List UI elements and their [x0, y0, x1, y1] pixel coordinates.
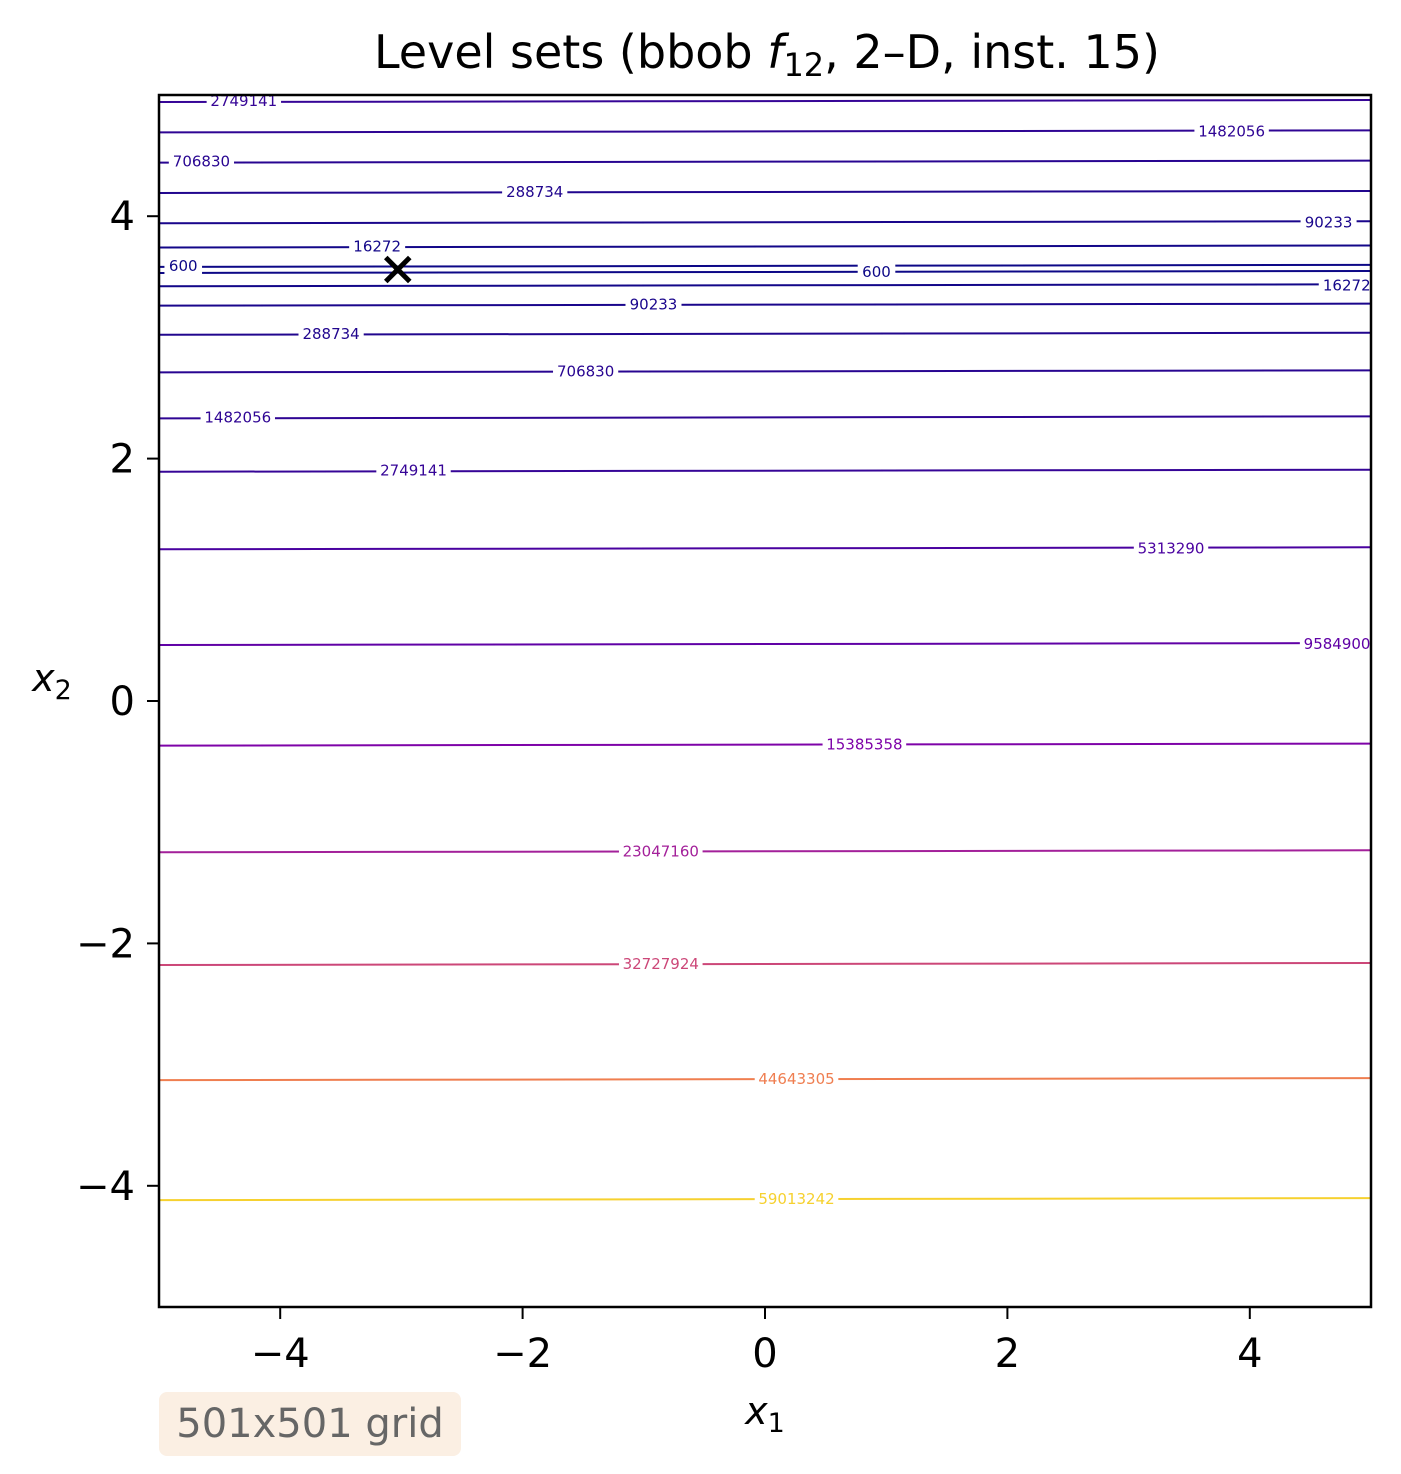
grid-size-badge: 501x501 grid	[159, 1392, 461, 1456]
contour-line-90233-0	[159, 220, 1371, 225]
contour-line-9584900-0	[159, 642, 1371, 647]
contour-label-1482056: 1482056	[1198, 122, 1265, 140]
y-tick-label: 2	[110, 437, 135, 483]
contour-label-gap	[502, 181, 568, 202]
contour-label-gap	[1318, 275, 1371, 296]
contour-label-16272: 16272	[1323, 276, 1371, 294]
contour-label-gap	[206, 95, 282, 112]
contour-line-15385358-0	[159, 742, 1371, 747]
x-axis-label: x1	[744, 1389, 785, 1439]
contour-label-gap	[1300, 212, 1357, 233]
contour-label-gap	[1299, 634, 1371, 655]
contour-line-1482056-0	[159, 129, 1371, 134]
contour-label-gap	[618, 841, 703, 862]
plot-frame	[157, 93, 1373, 1309]
contour-line-2749141-0	[159, 99, 1371, 104]
contour-line-90233-1	[159, 302, 1371, 307]
contour-label-1482056: 1482056	[204, 408, 271, 426]
contour-line-600-0	[159, 263, 1371, 268]
x-tick-label: −4	[251, 1331, 310, 1377]
contour-label-32727924: 32727924	[623, 955, 699, 973]
contour-label-gap	[553, 361, 619, 382]
contour-label-2749141: 2749141	[210, 92, 277, 110]
contour-line-16272-1	[159, 283, 1371, 288]
contour-label-288734: 288734	[302, 325, 359, 343]
contour-label-gap	[857, 261, 896, 282]
contour-label-gap	[168, 151, 235, 172]
contour-line-600-1	[159, 269, 1371, 274]
contour-line-1482056-1	[159, 415, 1371, 420]
contour-label-2749141: 2749141	[380, 462, 447, 480]
chart-title: Level sets (bbob f12, 2–D, inst. 15)	[374, 25, 1160, 84]
contour-line-706830-1	[159, 369, 1371, 374]
contour-label-gap	[349, 236, 406, 257]
optimum-marker-group	[383, 255, 412, 284]
contour-label-600: 600	[862, 263, 891, 281]
contour-label-gap	[754, 1069, 839, 1090]
contour-label-600: 600	[169, 257, 198, 275]
x-tick-label: 2	[995, 1331, 1020, 1377]
contour-label-gap	[754, 1189, 839, 1210]
contour-line-2749141-1	[159, 468, 1371, 473]
contour-line-32727924-0	[159, 962, 1371, 967]
x-tick-label: 0	[752, 1331, 777, 1377]
contour-line-288734-0	[159, 189, 1371, 194]
contour-label-16272: 16272	[353, 238, 401, 256]
y-axis-ticks: −4 −2 0 2 4	[76, 194, 159, 1210]
contour-label-gap	[1194, 121, 1269, 142]
x-axis-ticks: −4 −2 0 2 4	[251, 1307, 1263, 1377]
contour-label-706830: 706830	[173, 153, 230, 171]
contour-label-59013242: 59013242	[758, 1190, 834, 1208]
contour-line-16272-0	[159, 244, 1371, 249]
contour-label-gap	[298, 323, 364, 344]
contour-line-706830-0	[159, 159, 1371, 164]
contour-label-288734: 288734	[506, 183, 563, 201]
contour-label-90233: 90233	[630, 296, 678, 314]
contour-label-23047160: 23047160	[623, 842, 699, 860]
y-tick-label: 4	[110, 194, 135, 240]
x-tick-label: 4	[1237, 1331, 1262, 1377]
contour-label-44643305: 44643305	[758, 1070, 834, 1088]
contour-label-gap	[164, 255, 203, 276]
optimum-marker-stroke-b	[383, 255, 412, 284]
y-tick-label: 0	[110, 679, 135, 725]
contour-label-90233: 90233	[1305, 213, 1353, 231]
contour-label-gap	[376, 460, 451, 481]
contour-label-706830: 706830	[557, 362, 614, 380]
contour-label-gap	[822, 734, 907, 755]
contour-line-23047160-0	[159, 849, 1371, 854]
contour-label-9584900: 9584900	[1304, 635, 1371, 653]
y-tick-label: −2	[76, 921, 135, 967]
x-tick-label: −2	[493, 1331, 552, 1377]
contour-labels: 2749141 1482056 706830 288734 90233 16272 600 6…	[164, 92, 1371, 1210]
y-axis-label: x2	[31, 656, 72, 706]
contour-label-gap	[1133, 538, 1209, 559]
contour-label-gap	[200, 407, 275, 428]
contour-label-gap	[618, 954, 703, 975]
contour-lines	[159, 99, 1371, 1202]
y-tick-label: −4	[76, 1164, 135, 1210]
contour-label-15385358: 15385358	[826, 736, 902, 754]
contour-label-5313290: 5313290	[1138, 539, 1205, 557]
contour-label-gap	[625, 294, 682, 315]
